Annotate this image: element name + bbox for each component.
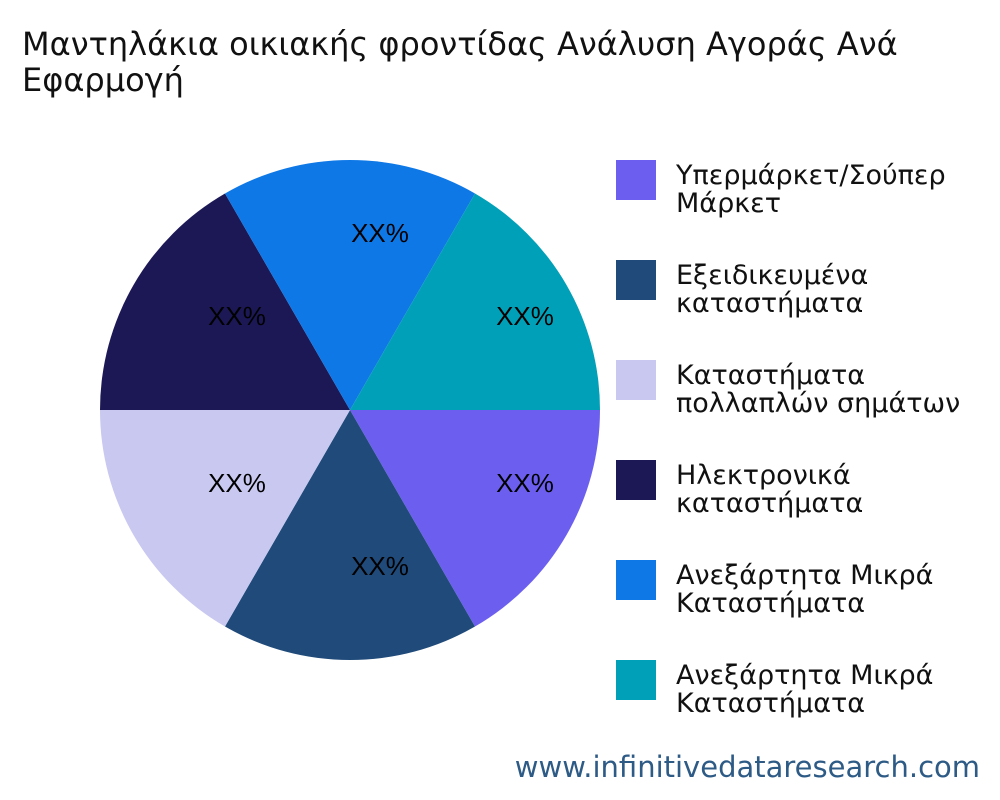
legend-label: Υπερμάρκετ/Σούπερ Μάρκετ (676, 160, 946, 219)
chart-title: Μαντηλάκια οικιακής φροντίδας Ανάλυση Αγ… (22, 25, 898, 99)
legend-swatch (616, 160, 656, 200)
legend-swatch (616, 560, 656, 600)
pie-slice (225, 410, 475, 660)
pie-slice (100, 193, 350, 410)
watermark: www.infinitivedataresearch.com (514, 750, 980, 784)
slice-label: XX% (351, 551, 409, 581)
legend-swatch (616, 660, 656, 700)
legend-label: Ηλεκτρονικά καταστήματα (676, 460, 864, 519)
slice-label: XX% (496, 468, 554, 498)
pie-slice (225, 160, 475, 410)
slice-label: XX% (208, 301, 266, 331)
legend-label: Ανεξάρτητα Μικρά Καταστήματα (676, 660, 934, 719)
pie-slice (350, 193, 600, 410)
legend-label: Καταστήματα πολλαπλών σημάτων (676, 360, 961, 419)
pie-slice (100, 410, 350, 627)
legend-swatch (616, 460, 656, 500)
legend-label: Ανεξάρτητα Μικρά Καταστήματα (676, 560, 934, 619)
slice-label: XX% (351, 218, 409, 248)
pie-slice (350, 410, 600, 627)
legend-swatch (616, 260, 656, 300)
legend-swatch (616, 360, 656, 400)
slice-label: XX% (496, 301, 554, 331)
slice-label: XX% (208, 468, 266, 498)
legend-label: Εξειδικευμένα καταστήματα (676, 260, 869, 319)
